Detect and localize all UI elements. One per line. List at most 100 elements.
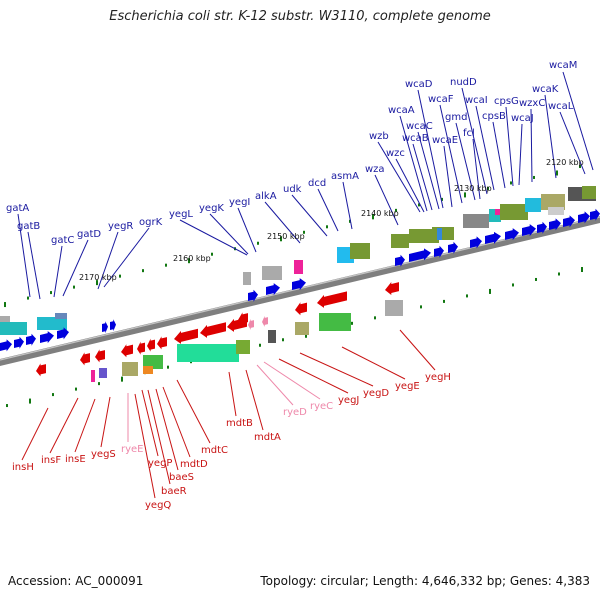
bottom-label-leader — [256, 364, 294, 406]
forward-gene-arrow — [537, 221, 547, 234]
forward-gene-arrow — [563, 215, 575, 228]
scale-tick-upper — [4, 302, 6, 308]
reverse-gene-arrow — [147, 338, 155, 352]
gene-label-wcaL[interactable]: wcaL — [548, 101, 574, 112]
scale-tick-lower — [443, 299, 445, 303]
top-label-leader — [62, 239, 89, 297]
gene-label-ryeE[interactable]: ryeE — [121, 444, 144, 455]
bottom-gene-labels: insH insF insE yegS ryeE yegP baeR yegQ … — [12, 372, 451, 511]
top-label-leader — [562, 71, 594, 171]
reverse-gene-arrow — [95, 349, 105, 363]
feature-block — [99, 368, 107, 378]
gene-label-wcaI[interactable]: wcaI — [465, 95, 488, 106]
gene-label-yegQ[interactable]: yegQ — [145, 500, 171, 511]
reverse-gene-arrow — [262, 315, 268, 327]
gene-label-yegP[interactable]: yegP — [148, 458, 172, 469]
scale-tick-upper — [395, 208, 397, 212]
top-label-leader — [518, 123, 523, 186]
gene-label-alkA[interactable]: alkA — [255, 191, 277, 202]
gene-label-yegL[interactable]: yegL — [169, 209, 193, 220]
scale-label-2170: 2170 kbp — [79, 273, 117, 282]
reverse-gene-arrow — [317, 291, 347, 308]
gene-label-wzxC[interactable]: wzxC — [519, 98, 545, 109]
top-label-leader — [455, 122, 476, 201]
scale-tick-lower — [581, 267, 583, 273]
scale-label-2120: 2120 kbp — [546, 158, 584, 167]
top-label-leader — [505, 106, 514, 187]
feature-block — [0, 316, 10, 322]
topology-text: Topology: circular; Length: 4,646,332 bp… — [260, 574, 590, 588]
gene-label-ogrK[interactable]: ogrK — [139, 217, 163, 228]
gene-label-wcaB[interactable]: wcaB — [402, 133, 429, 144]
gene-label-insH[interactable]: insH — [12, 462, 34, 473]
gene-label-asmA[interactable]: asmA — [331, 171, 359, 182]
gene-label-wcaD[interactable]: wcaD — [405, 79, 433, 90]
top-label-leader — [559, 111, 586, 175]
gene-label-yegD[interactable]: yegD — [363, 388, 389, 399]
gene-label-yegH[interactable]: yegH — [425, 372, 451, 383]
gene-label-yegK[interactable]: yegK — [199, 203, 224, 214]
gene-label-gatA[interactable]: gatA — [6, 203, 29, 214]
gene-label-gatC[interactable]: gatC — [51, 235, 74, 246]
gene-label-yegJ[interactable]: yegJ — [338, 395, 359, 406]
gene-label-gatD[interactable]: gatD — [77, 229, 101, 240]
scale-tick-lower — [167, 365, 169, 369]
forward-gene-arrow — [102, 321, 108, 334]
gene-label-insF[interactable]: insF — [41, 455, 61, 466]
gene-label-baeS[interactable]: baeS — [169, 472, 194, 483]
scale-tick-lower — [75, 387, 77, 391]
feature-block — [236, 340, 250, 354]
gene-label-baeR[interactable]: baeR — [161, 486, 187, 497]
feature-block — [337, 247, 354, 263]
gene-label-dcd[interactable]: dcd — [308, 178, 326, 189]
gene-label-wcaM[interactable]: wcaM — [549, 60, 577, 71]
scale-tick-lower — [420, 305, 422, 309]
reverse-gene-arrow — [200, 322, 226, 338]
gene-label-wcaC[interactable]: wcaC — [406, 121, 433, 132]
gene-label-nudD[interactable]: nudD — [450, 77, 477, 88]
top-label-leader — [179, 219, 248, 256]
gene-label-gatB[interactable]: gatB — [17, 221, 40, 232]
gene-label-yegI[interactable]: yegI — [229, 197, 250, 208]
gene-label-cpsB[interactable]: cpsB — [482, 111, 506, 122]
gene-label-mdtB[interactable]: mdtB — [226, 418, 253, 429]
feature-block — [243, 272, 251, 285]
gene-label-fcl[interactable]: fcl — [463, 128, 475, 139]
gene-label-udk[interactable]: udk — [283, 184, 302, 195]
feature-block — [391, 234, 409, 248]
gene-label-ryeC[interactable]: ryeC — [310, 401, 333, 412]
gene-label-mdtC[interactable]: mdtC — [201, 445, 228, 456]
bottom-label-leader — [228, 371, 237, 417]
gene-label-insE[interactable]: insE — [65, 454, 86, 465]
gene-label-mdtA[interactable]: mdtA — [254, 432, 281, 443]
gene-label-wcaK[interactable]: wcaK — [532, 84, 559, 95]
gene-label-wcaF[interactable]: wcaF — [428, 94, 454, 105]
forward-gene-arrow — [395, 254, 405, 267]
forward-gene-arrow — [248, 289, 258, 302]
gene-label-wcaJ[interactable]: wcaJ — [511, 113, 534, 124]
genome-backbone — [0, 216, 600, 366]
gene-label-gmd[interactable]: gmd — [445, 112, 467, 123]
scale-tick-upper — [556, 170, 558, 176]
bottom-label-leader — [134, 393, 156, 499]
gene-label-wzb[interactable]: wzb — [369, 131, 389, 142]
scale-tick-upper — [27, 296, 29, 300]
feature-block — [262, 266, 282, 280]
gene-label-wzc[interactable]: wzc — [386, 148, 405, 159]
forward-gene-arrow — [448, 241, 458, 254]
gene-label-wcaE[interactable]: wcaE — [432, 135, 458, 146]
gene-label-mdtD[interactable]: mdtD — [180, 459, 208, 470]
feature-block — [548, 207, 564, 215]
forward-gene-arrow — [0, 339, 12, 352]
gene-label-ryeD[interactable]: ryeD — [283, 407, 307, 418]
bottom-label-leader — [74, 398, 96, 453]
gene-label-yegS[interactable]: yegS — [91, 449, 116, 460]
scale-tick-lower — [466, 294, 468, 298]
gene-label-wcaA[interactable]: wcaA — [388, 105, 415, 116]
gene-label-yegR[interactable]: yegR — [108, 221, 133, 232]
gene-label-yegE[interactable]: yegE — [395, 381, 420, 392]
scale-tick-lower — [121, 376, 123, 382]
gene-label-cpsG[interactable]: cpsG — [494, 96, 519, 107]
feature-block — [55, 313, 67, 319]
gene-label-wza[interactable]: wza — [365, 164, 385, 175]
